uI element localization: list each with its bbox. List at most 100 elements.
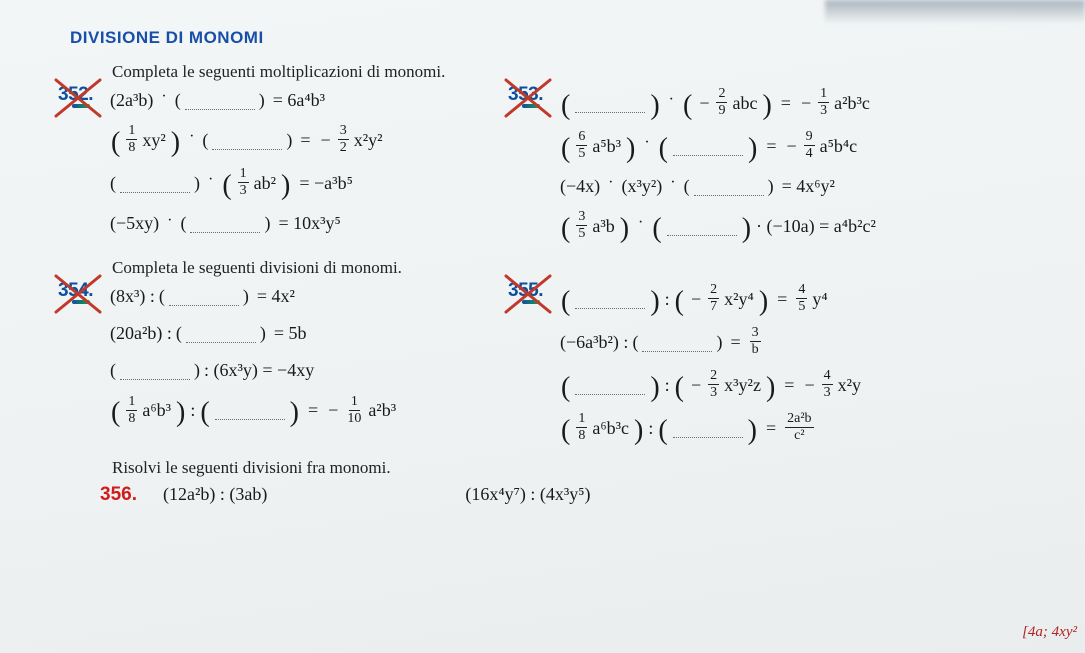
- fraction: 32: [338, 124, 349, 155]
- ex353-l2: ( 65 a⁵b³ ) · ( ) = − 94 a⁵b⁴c: [560, 131, 1000, 162]
- blank-field[interactable]: [190, 215, 260, 233]
- page: Divisione di monomi Completa le seguenti…: [0, 0, 1085, 653]
- blank-field[interactable]: [667, 218, 737, 236]
- paren-close: ): [259, 88, 265, 113]
- mid: : (6x³y) = −4xy: [204, 358, 314, 383]
- colon: :: [190, 398, 195, 423]
- minus: −: [691, 373, 701, 398]
- paren-open: (: [110, 171, 116, 196]
- eq: =: [766, 134, 776, 159]
- ex354-l3: ( ) : (6x³y) = −4xy: [110, 358, 490, 383]
- fraction: 2a²bc²: [785, 412, 813, 443]
- paren-open: (: [159, 284, 165, 309]
- subheading-solve: Risolvi le seguenti divisioni fra monomi…: [112, 458, 1035, 478]
- rhs: = −a³b⁵: [299, 171, 352, 196]
- exercise-352: 352. (2a³b) · ( ) = 6a⁴b³: [70, 88, 490, 248]
- blank-field[interactable]: [673, 138, 743, 156]
- rhs: = 4x⁶y²: [782, 174, 835, 199]
- fraction: 94: [804, 130, 815, 161]
- ex352-lines: (2a³b) · ( ) = 6a⁴b³ ( 18 xy² ) · (: [110, 88, 490, 236]
- ex355-l3: ( ) : ( − 23 x³y²z ) = − 43 x²y: [560, 370, 1000, 401]
- blank-field[interactable]: [120, 175, 190, 193]
- fraction: 29: [716, 87, 727, 118]
- paren-close: ): [716, 330, 722, 355]
- blank-field[interactable]: [215, 402, 285, 420]
- minus: −: [804, 373, 814, 398]
- ex354-l2: (20a²b) : ( ) = 5b: [110, 321, 490, 346]
- dot: ·: [638, 212, 643, 234]
- exnum-text: 356.: [100, 484, 137, 506]
- fraction: 45: [796, 283, 807, 314]
- ex353-l4: ( 35 a³b ) · ( ) · (−10a) = a⁴b²c²: [560, 211, 1000, 242]
- col-352: 352. (2a³b) · ( ) = 6a⁴b³: [70, 88, 490, 248]
- paren-open: (: [202, 128, 208, 153]
- paren-close: ): [243, 284, 249, 309]
- eq: =: [781, 91, 791, 116]
- fraction: 18: [126, 395, 137, 426]
- exnum-bar: [522, 104, 540, 108]
- subheading-divisions: Completa le seguenti divisioni di monomi…: [112, 258, 1035, 278]
- ex355-l2: (−6a³b²) : ( ) = 3b: [560, 327, 1000, 358]
- paren-close: ): [264, 211, 270, 236]
- minus: −: [699, 91, 709, 116]
- blank-field[interactable]: [120, 362, 190, 380]
- term: a⁵b⁴c: [820, 134, 858, 159]
- blank-field[interactable]: [642, 334, 712, 352]
- ex356-a: (12a²b) : (3ab): [163, 484, 267, 505]
- fraction: 110: [345, 395, 363, 426]
- fraction: 3b: [750, 326, 761, 357]
- term: a²b³: [368, 398, 396, 423]
- dot: ·: [669, 89, 674, 111]
- paren-close: ): [194, 358, 200, 383]
- exnum-text: 353.: [508, 84, 543, 106]
- blank-field[interactable]: [694, 178, 764, 196]
- blank-field[interactable]: [185, 92, 255, 110]
- term: ab²: [254, 171, 276, 196]
- term: a³b: [592, 214, 614, 239]
- term: a⁵b³: [592, 134, 621, 159]
- page-top-shadow: [825, 0, 1085, 24]
- exnum-bar: [72, 104, 90, 108]
- exnum-355: 355.: [508, 278, 558, 316]
- fraction: 13: [818, 87, 829, 118]
- fraction: 18: [576, 412, 587, 443]
- exnum-text: 354.: [58, 280, 93, 302]
- ex352-l3: ( ) · ( 13 ab² ) = −a³b⁵: [110, 168, 490, 199]
- minus: −: [691, 287, 701, 312]
- blank-field[interactable]: [575, 95, 645, 113]
- colon: :: [665, 373, 670, 398]
- paren-close: ): [194, 171, 200, 196]
- fraction: 65: [576, 130, 587, 161]
- term: (8x³) :: [110, 284, 155, 309]
- paren-open: (: [176, 321, 182, 346]
- fraction: 18: [126, 124, 137, 155]
- term: xy²: [142, 128, 165, 153]
- eq: =: [730, 330, 740, 355]
- blank-field[interactable]: [575, 291, 645, 309]
- paren-open: (: [684, 174, 690, 199]
- fraction: 13: [238, 167, 249, 198]
- term: x²y²: [354, 128, 383, 153]
- blank-field[interactable]: [212, 132, 282, 150]
- blank-field[interactable]: [575, 377, 645, 395]
- dot: ·: [644, 132, 649, 154]
- paren-close: ): [260, 321, 266, 346]
- exnum-352: 352.: [58, 82, 108, 120]
- term: a⁶b³c: [592, 416, 629, 441]
- eq: =: [784, 373, 794, 398]
- rhs: = 6a⁴b³: [273, 88, 325, 113]
- dot: ·: [189, 126, 194, 148]
- multiplication-columns: 352. (2a³b) · ( ) = 6a⁴b³: [70, 88, 1035, 248]
- blank-field[interactable]: [186, 325, 256, 343]
- term: a²b³c: [834, 91, 870, 116]
- paren-open: (: [110, 358, 116, 383]
- exnum-354: 354.: [58, 278, 108, 316]
- exercise-356-row: 356. (12a²b) : (3ab) (16x⁴y⁷) : (4x³y⁵): [100, 484, 1035, 506]
- fraction: 43: [822, 369, 833, 400]
- fraction: 27: [708, 283, 719, 314]
- blank-field[interactable]: [673, 420, 743, 438]
- blank-field[interactable]: [169, 288, 239, 306]
- term: (20a²b) :: [110, 321, 172, 346]
- paren-close: ): [768, 174, 774, 199]
- ex353-l3: (−4x) · (x³y²) · ( ) = 4x⁶y²: [560, 174, 1000, 199]
